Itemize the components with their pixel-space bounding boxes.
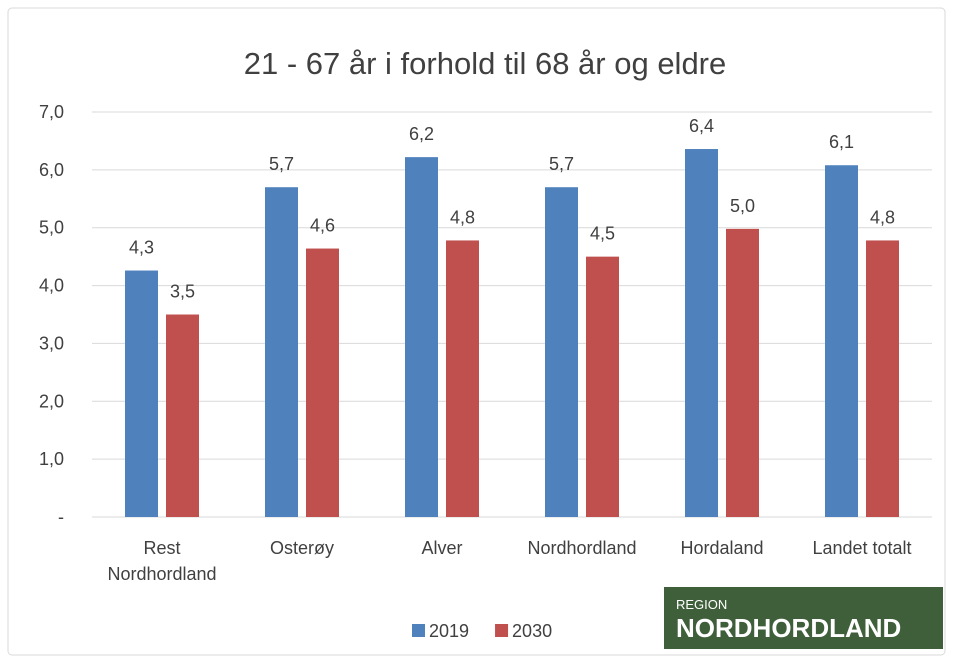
x-tick-label-box: Hordaland: [680, 538, 764, 558]
x-tick-label-box: Osterøy: [269, 538, 334, 558]
data-label: 6,1: [829, 132, 854, 152]
bar: [866, 240, 899, 517]
x-tick-label-box: Alver: [421, 538, 463, 558]
legend-swatch: [495, 624, 509, 637]
x-tick-label: Osterøy: [269, 538, 334, 558]
bar: [545, 187, 578, 517]
legend-swatch: [412, 624, 425, 637]
data-label: 6,4: [689, 116, 714, 136]
y-tick-label: 6,0: [39, 160, 64, 180]
bar: [125, 270, 158, 517]
data-label: 3,5: [170, 282, 195, 302]
y-tick-label: -: [58, 507, 64, 527]
bar: [825, 165, 858, 517]
y-tick-label: 5,0: [39, 218, 64, 238]
data-label: 5,7: [269, 154, 294, 174]
x-tick-label: Nordhordland: [527, 538, 637, 558]
x-tick-label: Landet totalt: [812, 538, 912, 558]
data-label: 4,5: [590, 224, 615, 244]
y-tick-label: 3,0: [39, 333, 64, 353]
x-tick-label: Hordaland: [680, 538, 764, 558]
x-tick-label: Rest Nordhordland: [107, 538, 217, 584]
data-label: 5,7: [549, 154, 574, 174]
data-label: 5,0: [730, 196, 755, 216]
y-tick-label: 4,0: [39, 276, 64, 296]
logo-large: NORDHORDLAND: [676, 613, 901, 643]
chart-title: 21 - 67 år i forhold til 68 år og eldre: [244, 46, 727, 81]
bar: [685, 149, 718, 517]
data-label: 4,6: [310, 216, 335, 236]
x-tick-label-box: Landet totalt: [812, 538, 912, 558]
bar: [405, 157, 438, 517]
logo-small: REGION: [676, 597, 727, 612]
logo-box: [664, 587, 943, 649]
data-label: 4,8: [870, 207, 895, 227]
x-tick-label: Alver: [421, 538, 463, 558]
data-label: 6,2: [409, 124, 434, 144]
bar: [446, 240, 479, 517]
bar: [586, 256, 619, 517]
data-label: 4,3: [129, 238, 154, 258]
bar: [726, 228, 759, 517]
data-label: 4,8: [450, 207, 475, 227]
y-tick-label: 7,0: [39, 102, 64, 122]
x-tick-label-box: Rest Nordhordland: [107, 538, 217, 584]
bar: [166, 314, 199, 517]
y-tick-label: 1,0: [39, 449, 64, 469]
bar: [265, 187, 298, 517]
legend-label: 2030: [512, 621, 552, 641]
bar: [306, 248, 339, 518]
x-tick-label-box: Nordhordland: [527, 538, 637, 558]
y-tick-label: 2,0: [39, 391, 64, 411]
legend-label: 2019: [429, 621, 469, 641]
